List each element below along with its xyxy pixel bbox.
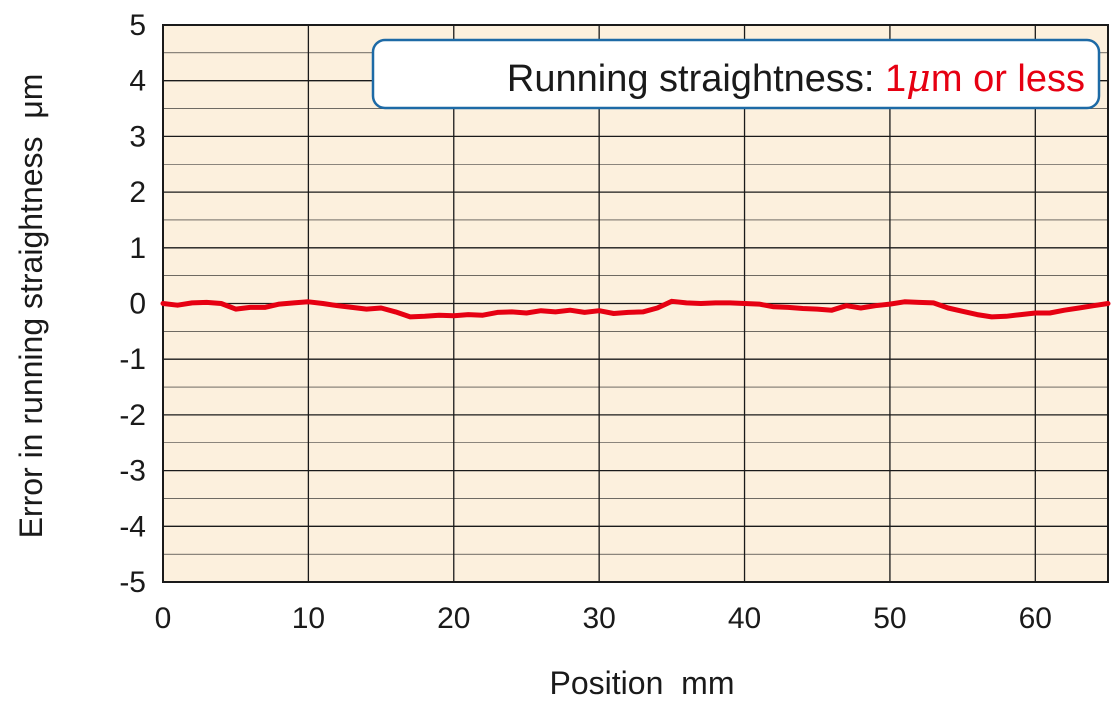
y-tick-label: 2 [129,176,146,209]
y-tick-label: 5 [129,9,146,42]
y-tick-label: -2 [119,399,146,432]
series-line [160,298,1111,320]
annotation-suffix: m or less [931,58,1085,100]
x-tick-label: 60 [1019,602,1052,635]
y-tick-label: 3 [129,120,146,153]
y-tick-label: -1 [119,343,146,376]
annotation-text: Running straightness: 1μm or less [507,56,1085,100]
y-tick-label: -4 [119,510,146,543]
x-tick-label: 10 [292,602,325,635]
y-axis-title: Error in running straightness μm [13,74,49,539]
x-tick-labels: 0 10 20 30 40 50 60 [155,602,1052,635]
annotation-value: 1 [885,58,906,100]
x-tick-label: 30 [582,602,615,635]
annotation-prefix: Running straightness: [507,58,885,100]
x-tick-label: 50 [873,602,906,635]
y-tick-label: 4 [129,65,146,98]
series-layer [160,298,1111,320]
annotation-box: Running straightness: 1μm or less [371,38,1101,110]
x-tick-label: 20 [437,602,470,635]
annotation-border [371,38,1101,110]
x-tick-label: 0 [155,602,172,635]
annotation-unit-mu: μ [906,56,931,100]
y-tick-label: -3 [119,455,146,488]
y-tick-label: -5 [119,566,146,599]
y-tick-label: 1 [129,232,146,265]
y-tick-labels: 5 4 3 2 1 0 -1 -2 -3 -4 -5 [119,9,146,599]
x-axis-title: Position mm [550,665,735,701]
y-tick-label: 0 [129,288,146,321]
x-tick-label: 40 [728,602,761,635]
